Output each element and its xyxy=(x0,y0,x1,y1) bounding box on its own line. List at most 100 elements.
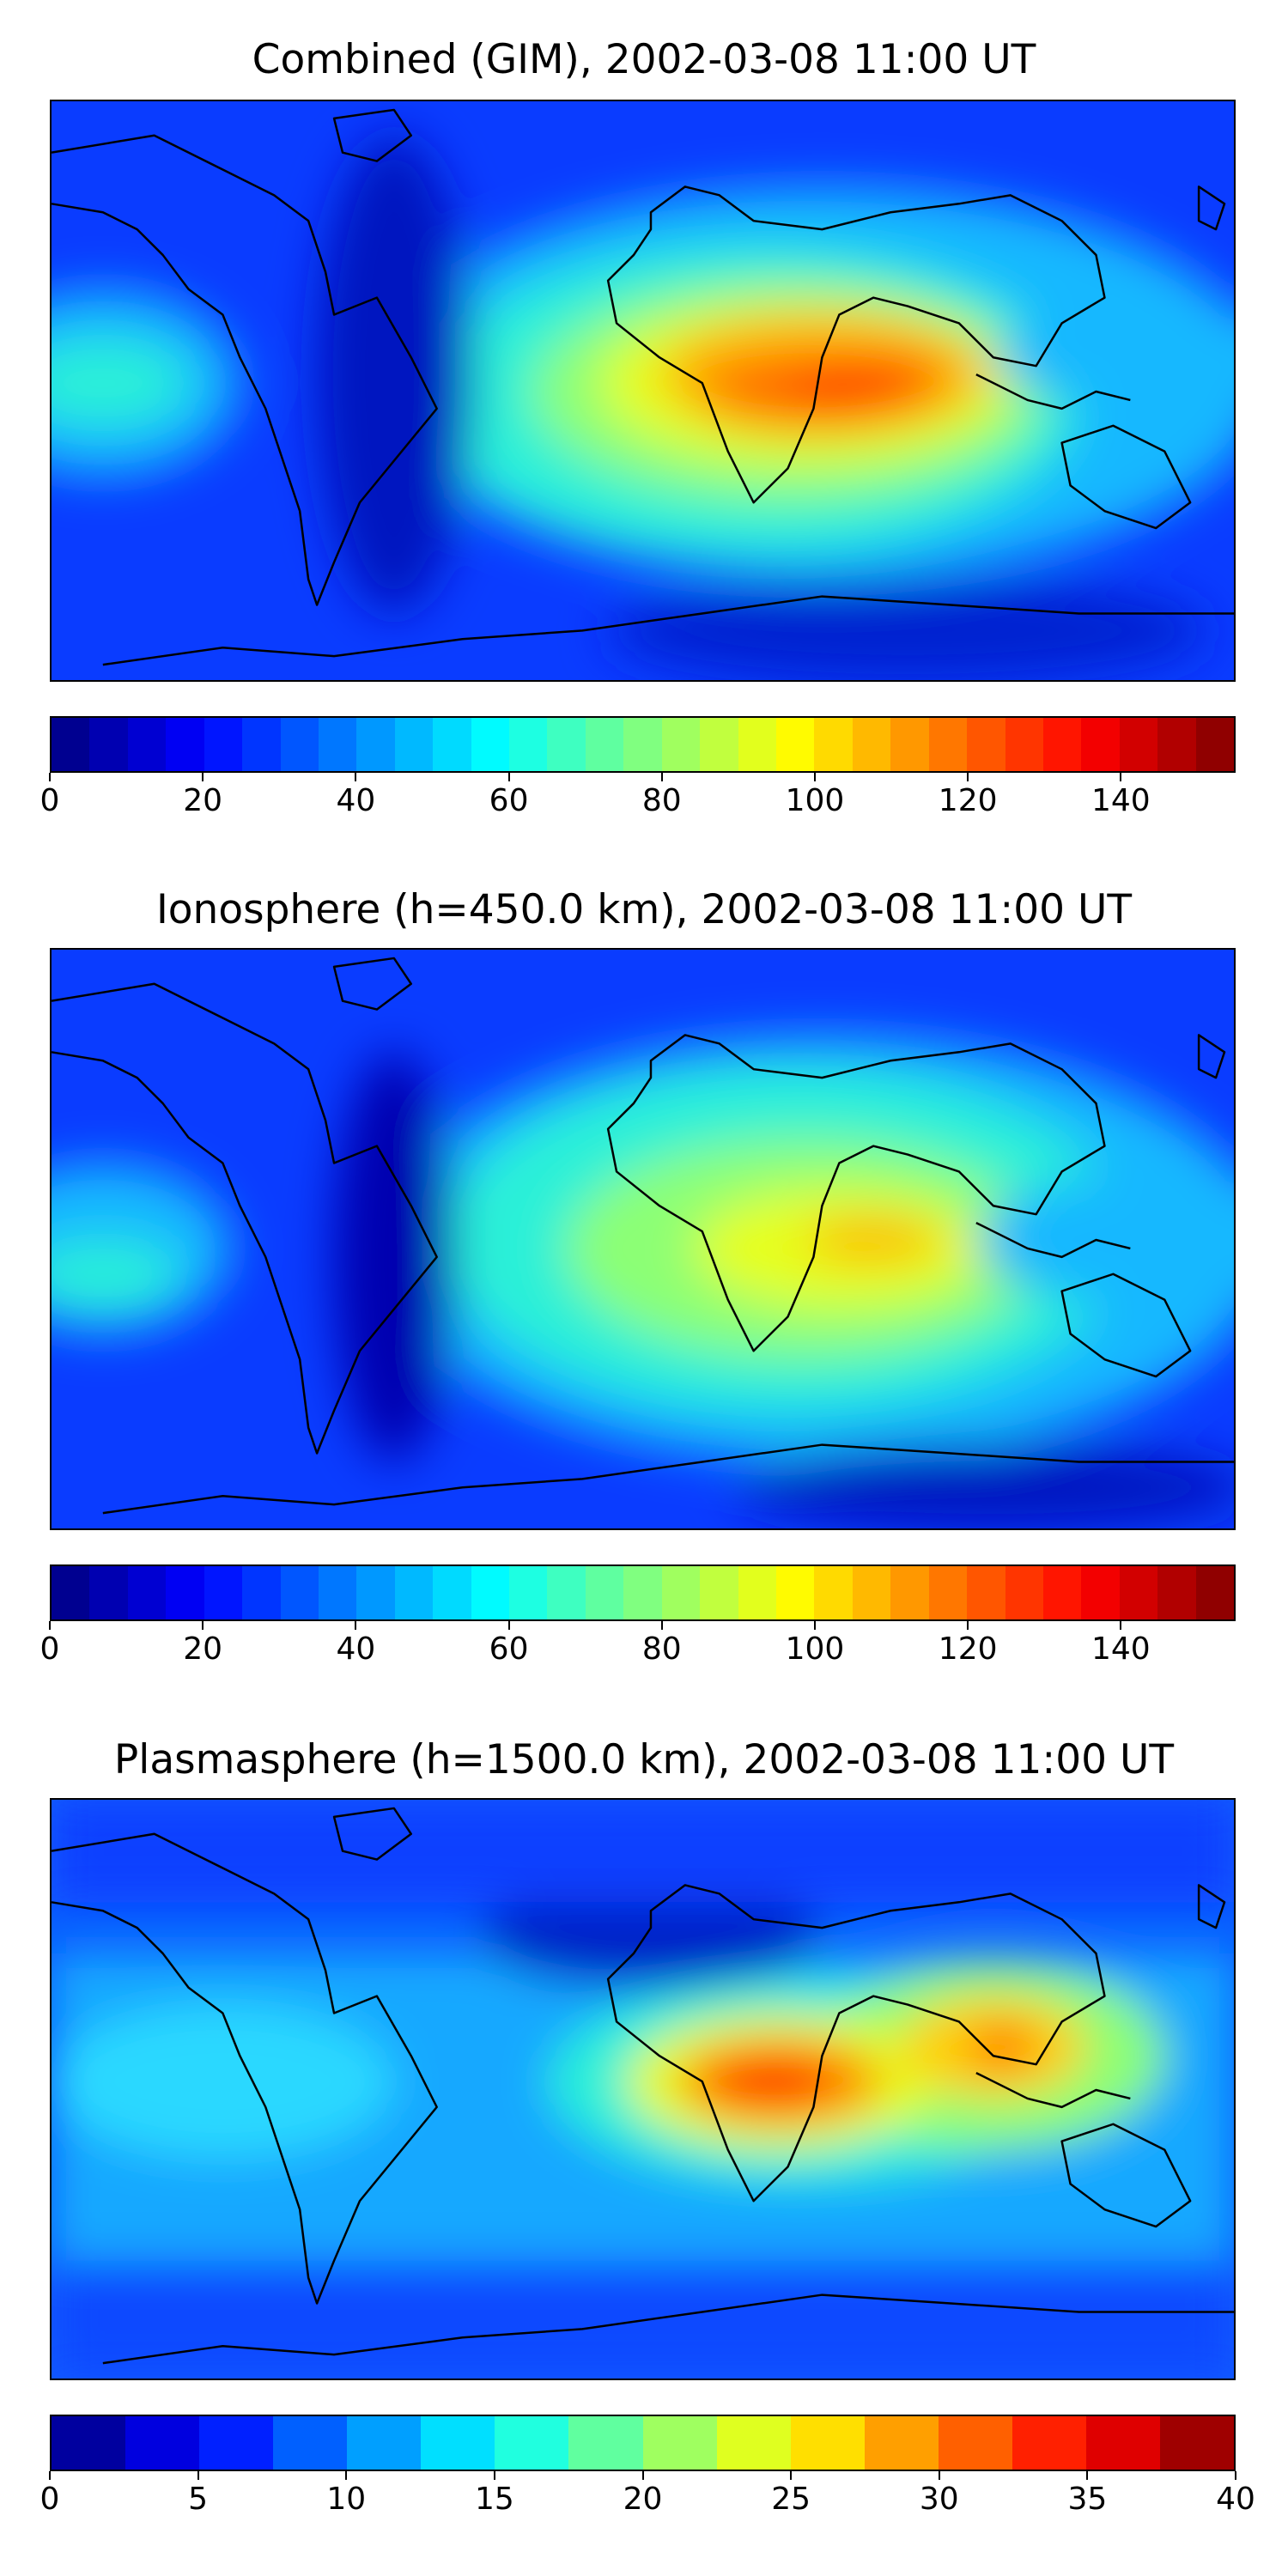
colorbar-segment xyxy=(1119,718,1158,771)
colorbar-tick-mark xyxy=(813,1621,816,1630)
colorbar-tick-mark xyxy=(197,2471,199,2480)
colorbar-segment xyxy=(776,1566,815,1619)
colorbar-segment xyxy=(471,718,510,771)
colorbar-tick-label: 5 xyxy=(188,2482,209,2517)
colorbar-segment xyxy=(814,1566,853,1619)
colorbar-tick-mark xyxy=(641,2471,644,2480)
colorbar-segment xyxy=(890,718,929,771)
colorbar-segment xyxy=(89,1566,128,1619)
colorbar-tick-mark xyxy=(1120,773,1122,781)
colorbar-segment xyxy=(585,1566,624,1619)
colorbar-segment xyxy=(738,1566,777,1619)
colorbar-segment xyxy=(623,1566,662,1619)
colorbar-segment xyxy=(1012,2416,1086,2470)
colorbar-tick-mark xyxy=(493,2471,495,2480)
combined-colorbar-ticks: 0 20 40 60 80 100 120 140 xyxy=(40,773,1236,824)
colorbar-tick-mark xyxy=(49,773,51,781)
colorbar-tick-label: 60 xyxy=(489,783,529,818)
colorbar-segment xyxy=(1195,718,1234,771)
colorbar-segment xyxy=(928,718,968,771)
coastline-outlines xyxy=(52,957,1234,1515)
colorbar-tick-mark xyxy=(938,2471,940,2480)
ionosphere-tec-map xyxy=(50,948,1236,1530)
colorbar-segment xyxy=(421,2416,495,2470)
colorbar-tick-label: 80 xyxy=(641,783,682,818)
colorbar-segment xyxy=(623,718,662,771)
colorbar-segment xyxy=(52,2416,126,2470)
colorbar-tick-mark xyxy=(967,1621,969,1630)
colorbar-segment xyxy=(242,1566,281,1619)
colorbar-tick-mark xyxy=(660,773,663,781)
colorbar-segment xyxy=(716,2416,791,2470)
colorbar-tick-label: 20 xyxy=(623,2482,663,2517)
colorbar-tick-mark xyxy=(1086,2471,1089,2480)
colorbar-tick-mark xyxy=(49,2471,51,2480)
colorbar-segment xyxy=(356,1566,395,1619)
colorbar-tick-mark xyxy=(660,1621,663,1630)
colorbar-segment xyxy=(661,1566,701,1619)
colorbar-segment xyxy=(471,1566,510,1619)
colorbar-segment xyxy=(166,1566,204,1619)
colorbar-tick-mark xyxy=(813,773,816,781)
colorbar-segment xyxy=(433,1566,471,1619)
colorbar-segment xyxy=(495,2416,569,2470)
colorbar-segment xyxy=(347,2416,422,2470)
colorbar-tick-mark xyxy=(507,1621,510,1630)
colorbar-tick-label: 35 xyxy=(1067,2482,1108,2517)
colorbar-segment xyxy=(1042,1566,1082,1619)
ionosphere-colorbar xyxy=(50,1564,1236,1621)
colorbar-segment xyxy=(1157,718,1196,771)
coastline-outlines xyxy=(52,108,1234,666)
colorbar-segment xyxy=(166,718,204,771)
coastline-outlines xyxy=(52,1807,1234,2365)
colorbar-tick-label: 40 xyxy=(336,1631,376,1667)
colorbar-tick-label: 120 xyxy=(938,1631,998,1667)
panel-title-ionosphere: Ionosphere (h=450.0 km), 2002-03-08 11:0… xyxy=(155,886,1133,933)
plasmasphere-colorbar xyxy=(50,2415,1236,2471)
colorbar-segment xyxy=(568,2416,643,2470)
colorbar-tick-label: 100 xyxy=(785,783,845,818)
colorbar-tick-mark xyxy=(202,1621,204,1630)
colorbar-segment xyxy=(928,1566,968,1619)
plasmasphere-colorbar-ticks: 0 5 10 15 20 25 30 35 40 xyxy=(40,2471,1255,2523)
colorbar-segment xyxy=(356,718,395,771)
colorbar-segment xyxy=(642,2416,717,2470)
colorbar-segment xyxy=(273,2416,348,2470)
colorbar-tick-label: 20 xyxy=(183,783,223,818)
colorbar-segment xyxy=(700,1566,738,1619)
colorbar-segment xyxy=(318,1566,357,1619)
colorbar-tick-label: 25 xyxy=(771,2482,811,2517)
colorbar-segment xyxy=(1085,2416,1160,2470)
colorbar-segment xyxy=(433,718,471,771)
colorbar-tick-label: 140 xyxy=(1091,1631,1151,1667)
plasmasphere-tec-map xyxy=(50,1798,1236,2380)
colorbar-tick-label: 30 xyxy=(919,2482,959,2517)
colorbar-segment xyxy=(1119,1566,1158,1619)
colorbar-segment xyxy=(127,718,167,771)
colorbar-segment xyxy=(790,2416,865,2470)
colorbar-tick-label: 15 xyxy=(474,2482,514,2517)
ionosphere-colorbar-ticks: 0 20 40 60 80 100 120 140 xyxy=(40,1621,1236,1673)
colorbar-tick-mark xyxy=(1235,2471,1236,2480)
colorbar-tick-mark xyxy=(345,2471,348,2480)
colorbar-tick-mark xyxy=(355,1621,357,1630)
colorbar-tick-label: 100 xyxy=(785,1631,845,1667)
colorbar-segment xyxy=(394,718,434,771)
colorbar-tick-label: 60 xyxy=(489,1631,529,1667)
colorbar-segment xyxy=(1081,718,1120,771)
colorbar-segment xyxy=(814,718,853,771)
colorbar-tick-label: 0 xyxy=(39,2482,60,2517)
colorbar-segment xyxy=(52,1566,90,1619)
colorbar-segment xyxy=(1042,718,1082,771)
colorbar-segment xyxy=(242,718,281,771)
colorbar-segment xyxy=(1159,2416,1234,2470)
colorbar-segment xyxy=(509,1566,548,1619)
colorbar-segment xyxy=(125,2416,200,2470)
colorbar-segment xyxy=(967,1566,1005,1619)
colorbar-segment xyxy=(547,718,586,771)
colorbar-segment xyxy=(509,718,548,771)
colorbar-tick-mark xyxy=(355,773,357,781)
colorbar-tick-mark xyxy=(790,2471,793,2480)
colorbar-segment xyxy=(394,1566,434,1619)
colorbar-segment xyxy=(967,718,1005,771)
